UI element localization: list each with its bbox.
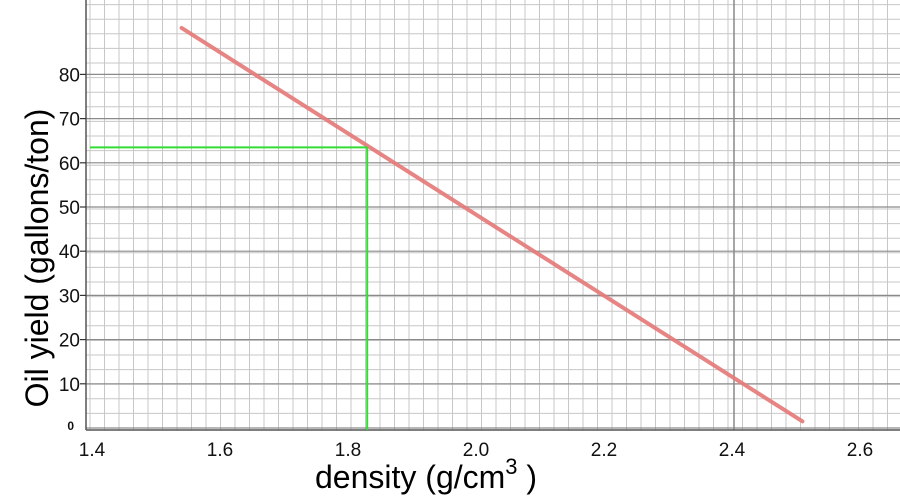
y-tick-label: 60 [59, 154, 80, 175]
x-tick-label: 1.6 [207, 440, 233, 461]
x-tick-label: 2.6 [847, 440, 873, 461]
x-axis-label: density (g/cm3 ) [315, 454, 537, 495]
y-tick-label: 0 [67, 419, 74, 433]
y-tick-label: 50 [59, 198, 80, 219]
y-tick-label: 70 [59, 110, 80, 131]
annotation [90, 146, 369, 430]
series-line [179, 25, 805, 424]
y-tick-label: 80 [59, 65, 80, 86]
x-tick-label: 2.4 [719, 440, 746, 461]
y-tick-label: 10 [59, 375, 80, 396]
grid [86, 0, 900, 430]
x-axis-label-superscript: 3 [505, 454, 517, 479]
y-tick-label: 20 [59, 331, 80, 352]
y-tick-label: 30 [59, 286, 80, 307]
x-tick-label: 1.8 [335, 440, 361, 461]
x-tick-label: 2.2 [591, 440, 617, 461]
axes [85, 0, 900, 431]
x-tick-label: 2.0 [463, 440, 489, 461]
x-tick-label: 1.4 [79, 440, 106, 461]
y-axis-label: Oil yield (gallons/ton) [19, 109, 55, 408]
y-tick-label: 40 [59, 242, 80, 263]
x-ticks: 1.4 1.6 1.8 2.0 2.2 2.4 2.6 [79, 440, 873, 461]
x-axis-label-main: density (g/cm [315, 459, 505, 495]
x-axis-label-end: ) [518, 459, 538, 495]
y-ticks: 0 10 20 30 40 50 60 70 80 [59, 65, 86, 433]
series [179, 25, 805, 424]
